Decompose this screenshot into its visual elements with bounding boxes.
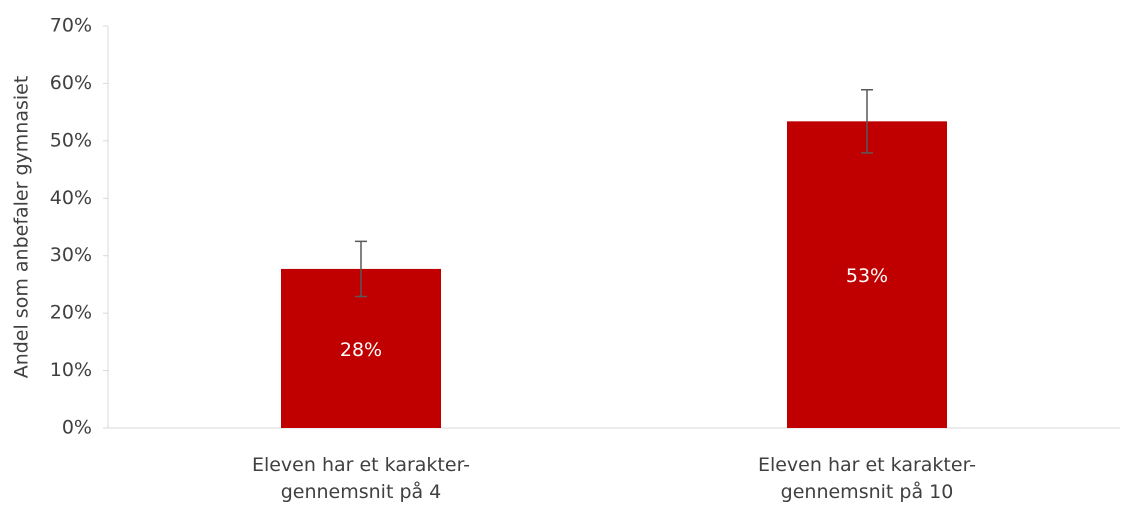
data-label: 53% xyxy=(846,265,888,287)
y-tick-label: 60% xyxy=(50,72,92,94)
x-tick-label: Eleven har et karakter- gennemsnit på 10 xyxy=(757,454,977,503)
y-tick-label: 50% xyxy=(50,129,92,151)
y-tick-label: 20% xyxy=(50,302,92,324)
data-label: 28% xyxy=(340,339,382,361)
y-tick-label: 0% xyxy=(62,417,92,439)
y-tick-label: 30% xyxy=(50,244,92,266)
y-tick-label: 70% xyxy=(50,15,92,37)
y-axis-label: Andel som anbefaler gymnasiet xyxy=(11,76,33,379)
x-tick-label: Eleven har et karakter- gennemsnit på 4 xyxy=(251,454,471,503)
y-tick-label: 40% xyxy=(50,187,92,209)
bar xyxy=(787,121,947,429)
y-tick-label: 10% xyxy=(50,359,92,381)
